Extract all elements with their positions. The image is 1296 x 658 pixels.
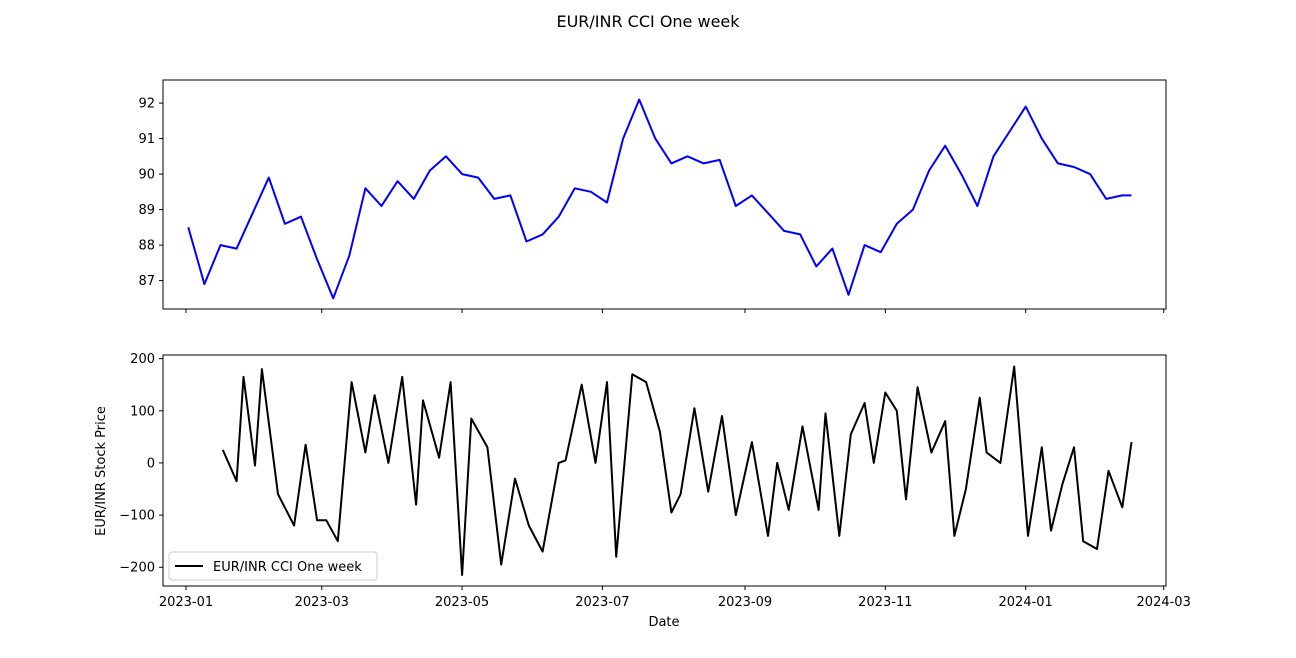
- top-y-tick-label: 88: [138, 239, 155, 254]
- top-y-tick-label: 90: [138, 168, 155, 183]
- bottom-y-tick: 200: [130, 352, 163, 367]
- top-plot: 87 88 89 90 91 92: [138, 79, 1167, 313]
- top-y-tick: 90: [138, 168, 163, 183]
- bottom-x-tick: 2023-11: [858, 586, 913, 610]
- top-y-tick: 87: [138, 274, 163, 289]
- top-y-tick-label: 92: [138, 97, 155, 112]
- bottom-y-tick: −200: [119, 561, 163, 576]
- x-tick-label: 2023-09: [718, 595, 772, 610]
- bottom-plot-frame: [162, 354, 1167, 587]
- cci-line-series: [221, 365, 1133, 576]
- bottom-series-line-0: [221, 365, 1133, 576]
- bottom-y-tick-label: −200: [119, 561, 155, 576]
- bottom-y-tick: 0: [147, 456, 163, 471]
- top-series-line-0: [187, 98, 1132, 300]
- top-y-ticks: 87 88 89 90 91 92: [138, 97, 163, 289]
- top-x-ticks: [185, 309, 1165, 313]
- figure-title: EUR/INR CCI One week: [556, 12, 740, 31]
- bottom-x-tick: 2024-03: [1137, 586, 1191, 610]
- bottom-x-tick: 2023-07: [575, 586, 630, 610]
- bottom-y-tick-label: 100: [130, 404, 155, 419]
- bottom-x-ticks: 2023-01 2023-03 2023-05 2023-07 2023-09 2023-…: [159, 586, 1191, 610]
- x-axis-label: Date: [648, 615, 679, 630]
- top-y-tick: 91: [138, 132, 163, 147]
- top-y-tick: 88: [138, 239, 163, 254]
- x-tick-label: 2023-05: [435, 595, 489, 610]
- x-tick-label: 2024-01: [999, 595, 1053, 610]
- bottom-x-tick: 2023-01: [159, 586, 213, 610]
- top-plot-frame: [162, 79, 1167, 310]
- bottom-x-tick: 2024-01: [999, 586, 1053, 610]
- x-tick-label: 2023-07: [575, 595, 629, 610]
- legend-label: EUR/INR CCI One week: [213, 560, 362, 575]
- x-tick-label: 2023-11: [858, 595, 912, 610]
- bottom-x-tick: 2023-05: [435, 586, 489, 610]
- x-tick-label: 2023-03: [295, 595, 349, 610]
- y-axis-label: EUR/INR Stock Price: [94, 406, 109, 536]
- bottom-y-tick-label: 0: [147, 456, 155, 471]
- bottom-y-tick-label: −100: [119, 509, 155, 524]
- bottom-y-tick-label: 200: [130, 352, 155, 367]
- bottom-x-tick: 2023-09: [718, 586, 772, 610]
- price-line-series: [187, 98, 1132, 300]
- bottom-y-tick: 100: [130, 404, 163, 419]
- bottom-y-tick: −100: [119, 509, 163, 524]
- legend-box: [168, 551, 378, 581]
- bottom-x-tick: 2023-03: [295, 586, 349, 610]
- top-y-tick: 92: [138, 97, 163, 112]
- top-y-tick-label: 89: [138, 203, 155, 218]
- top-y-tick-label: 91: [138, 132, 155, 147]
- x-tick-label: 2024-03: [1137, 595, 1191, 610]
- top-y-tick: 89: [138, 203, 163, 218]
- top-y-tick-label: 87: [138, 274, 155, 289]
- x-tick-label: 2023-01: [159, 595, 213, 610]
- bottom-y-ticks: −200 −100 0 100 200: [119, 352, 163, 576]
- legend: EUR/INR CCI One week: [168, 551, 378, 581]
